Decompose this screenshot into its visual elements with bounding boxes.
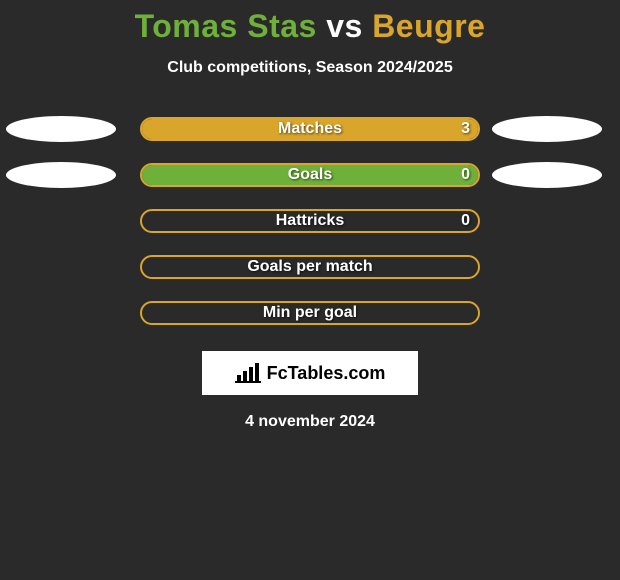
stat-rows: Matches 3 Goals 0 Hattricks 0 Goals per match M… <box>0 117 620 325</box>
stat-row: Goals 0 <box>0 163 620 187</box>
stat-label: Hattricks <box>276 212 344 230</box>
stat-bar: Matches 3 <box>140 117 480 141</box>
stat-value-right: 0 <box>461 166 470 184</box>
subtitle: Club competitions, Season 2024/2025 <box>0 59 620 77</box>
stat-label: Goals per match <box>247 258 372 276</box>
page-title: Tomas Stas vs Beugre <box>0 8 620 45</box>
stat-bar: Goals 0 <box>140 163 480 187</box>
stat-value-right: 3 <box>461 120 470 138</box>
brand-text: FcTables.com <box>267 363 386 384</box>
title-player-right: Beugre <box>363 8 486 44</box>
stat-bar: Hattricks 0 <box>140 209 480 233</box>
brand-box: FcTables.com <box>202 351 418 395</box>
bar-chart-icon <box>235 363 261 383</box>
stat-row: Goals per match <box>0 255 620 279</box>
comparison-infographic: Tomas Stas vs Beugre Club competitions, … <box>0 0 620 580</box>
date-text: 4 november 2024 <box>0 413 620 431</box>
player-ellipse-right <box>492 162 602 188</box>
title-vs: vs <box>326 8 363 44</box>
player-ellipse-left <box>6 116 116 142</box>
stat-label: Min per goal <box>263 304 357 322</box>
stat-row: Matches 3 <box>0 117 620 141</box>
stat-row: Hattricks 0 <box>0 209 620 233</box>
stat-row: Min per goal <box>0 301 620 325</box>
player-ellipse-left <box>6 162 116 188</box>
stat-value-right: 0 <box>461 212 470 230</box>
title-player-left: Tomas Stas <box>135 8 327 44</box>
player-ellipse-right <box>492 116 602 142</box>
stat-bar: Min per goal <box>140 301 480 325</box>
stat-label: Goals <box>288 166 332 184</box>
stat-label: Matches <box>278 120 342 138</box>
stat-bar: Goals per match <box>140 255 480 279</box>
